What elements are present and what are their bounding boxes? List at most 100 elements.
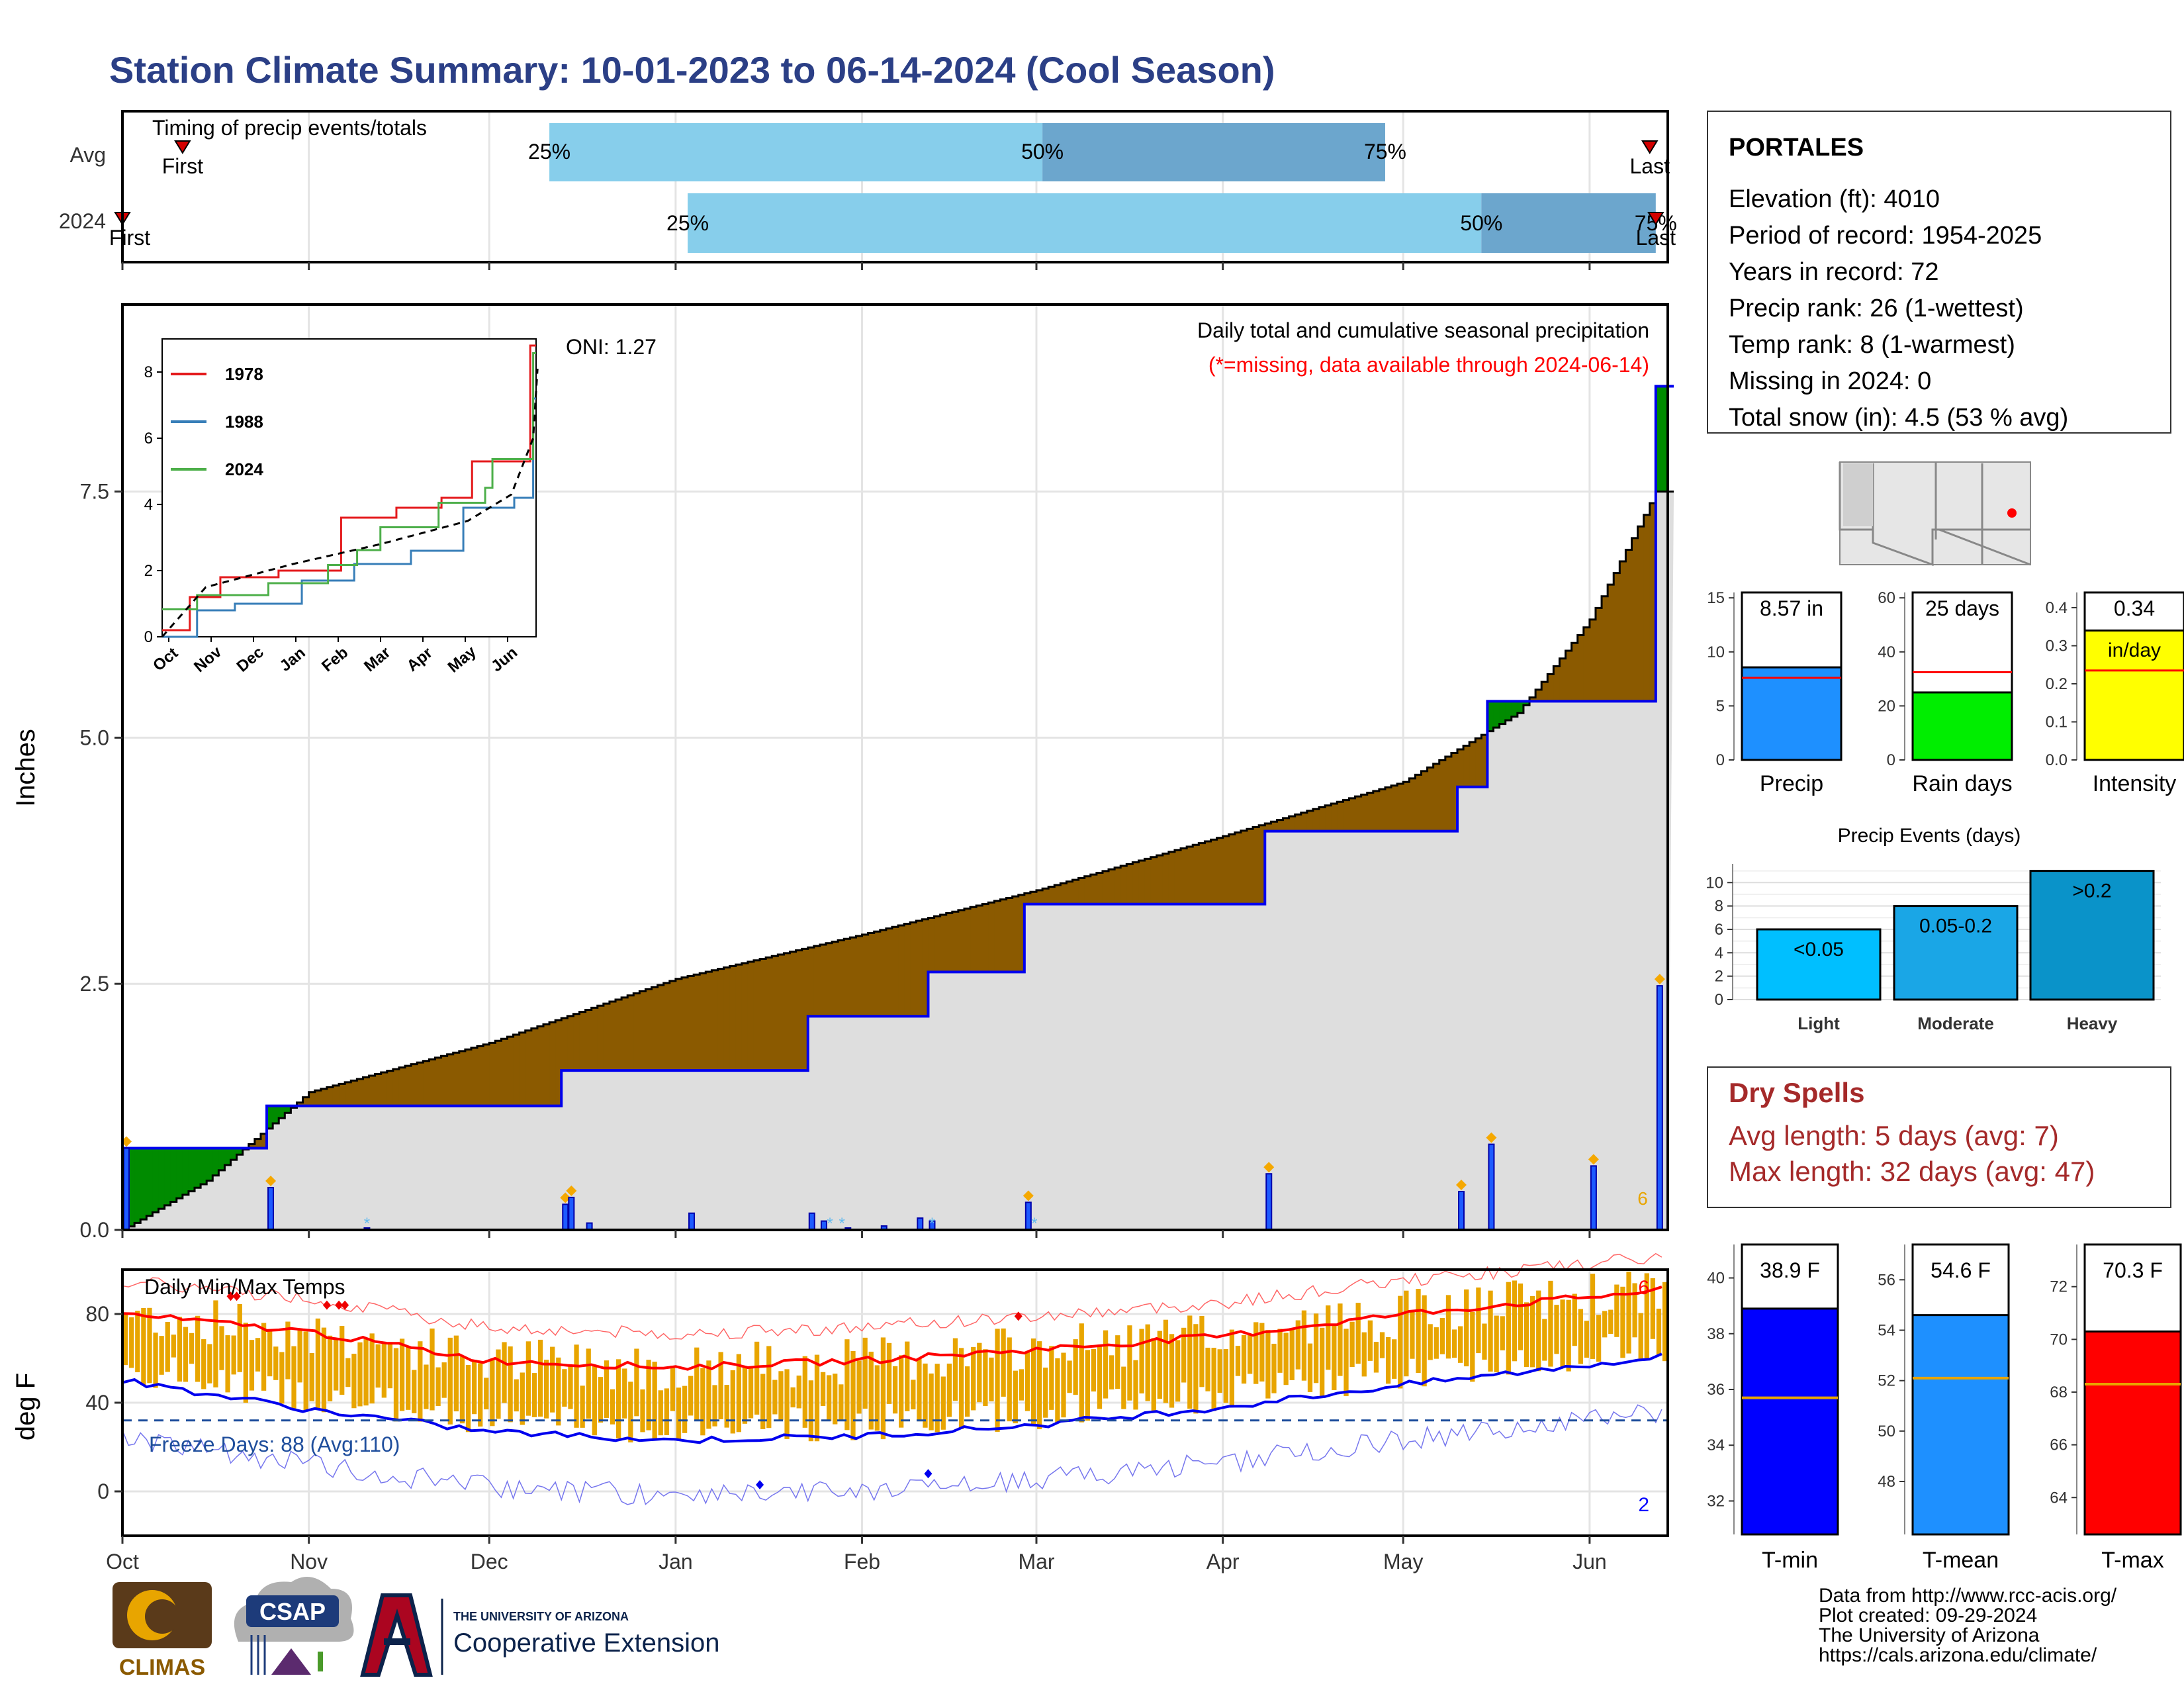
dry-spells-avg: Avg length: 5 days (avg: 7) xyxy=(1729,1120,2059,1151)
daily-precip-bar xyxy=(1265,1173,1273,1231)
daily-temp-range-bar xyxy=(1638,1313,1643,1360)
deficit-area xyxy=(441,1056,448,1106)
timing-avg-first-label: First xyxy=(162,154,203,178)
mini-bar-Rain days xyxy=(1911,691,2013,761)
deficit-area xyxy=(1187,846,1193,904)
deficit-area xyxy=(369,1076,376,1106)
daily-temp-range-bar xyxy=(586,1348,591,1419)
daily-temp-range-bar xyxy=(742,1368,748,1424)
daily-temp-range-bar xyxy=(406,1346,411,1410)
station-line-1: Elevation (ft): 4010 xyxy=(1729,185,1940,213)
daily-temp-range-bar xyxy=(1602,1311,1608,1338)
deficit-area xyxy=(332,1085,340,1106)
surplus-area xyxy=(1487,701,1494,731)
deficit-area xyxy=(1403,782,1410,831)
deficit-area xyxy=(296,1102,304,1106)
daily-temp-range-bar xyxy=(1001,1328,1006,1397)
station-name: PORTALES xyxy=(1729,134,1864,162)
inset-y-tick-label: 0 xyxy=(144,628,153,646)
tbar-y-tick-label: 38 xyxy=(1707,1325,1725,1343)
temp-y-tick-label: 40 xyxy=(85,1391,109,1415)
deficit-area xyxy=(555,1020,562,1106)
timing-2024-last-marker xyxy=(1647,212,1664,226)
events-y-tick-label: 6 xyxy=(1715,921,1723,939)
deficit-area xyxy=(302,1097,310,1106)
surplus-area xyxy=(212,1148,219,1176)
surplus-area xyxy=(236,1148,244,1155)
deficit-area xyxy=(1168,851,1175,904)
deficit-area xyxy=(573,1013,580,1071)
daily-temp-range-bar xyxy=(315,1318,321,1410)
deficit-area xyxy=(1547,674,1554,702)
daily-temp-range-bar xyxy=(568,1366,573,1409)
deficit-area xyxy=(994,901,1001,972)
deficit-area xyxy=(1210,839,1218,904)
daily-temp-range-bar xyxy=(243,1323,248,1403)
deficit-area xyxy=(1271,821,1277,831)
tbar-value: 54.6 F xyxy=(1931,1258,1991,1282)
deficit-area xyxy=(1036,890,1043,904)
daily-temp-range-bar xyxy=(700,1368,705,1436)
deficit-area xyxy=(1138,861,1146,904)
daily-temp-range-bar xyxy=(435,1367,441,1406)
deficit-area xyxy=(1469,742,1476,787)
daily-temp-range-bar xyxy=(766,1346,772,1429)
daily-temp-range-bar xyxy=(1043,1367,1048,1418)
deficit-area xyxy=(1253,827,1259,904)
daily-temp-range-bar xyxy=(537,1339,543,1417)
deficit-area xyxy=(946,913,953,972)
daily-temp-range-bar xyxy=(345,1358,351,1387)
snow-marker: * xyxy=(827,1215,833,1233)
daily-precip-bar xyxy=(1656,985,1663,1231)
deficit-area xyxy=(1451,753,1458,831)
deficit-area xyxy=(1619,561,1626,702)
deficit-area xyxy=(447,1054,454,1106)
deficit-area xyxy=(1625,549,1632,702)
tbar-y-tick-label: 56 xyxy=(1878,1271,1895,1289)
daily-temp-range-bar xyxy=(1536,1290,1541,1372)
daily-temp-range-bar xyxy=(1289,1329,1295,1380)
inset-legend-label: 1978 xyxy=(225,364,263,384)
deficit-area xyxy=(561,1018,568,1071)
deficit-area xyxy=(351,1080,357,1106)
daily-temp-range-bar xyxy=(471,1360,477,1415)
daily-temp-range-bar xyxy=(1271,1343,1277,1393)
timing-2024-p25-label: 25% xyxy=(666,211,709,235)
deficit-area xyxy=(1193,845,1199,904)
daily-temp-range-bar xyxy=(1187,1315,1193,1409)
deficit-area xyxy=(345,1082,351,1106)
deficit-area xyxy=(952,912,959,972)
surplus-area xyxy=(279,1105,285,1119)
daily-temp-range-bar xyxy=(958,1348,964,1429)
daily-temp-range-bar xyxy=(502,1342,507,1403)
daily-temp-range-bar xyxy=(1512,1280,1518,1362)
daily-precip-bar xyxy=(1590,1165,1597,1231)
month-tick-label: Feb xyxy=(844,1550,880,1573)
deficit-area xyxy=(1102,870,1109,904)
events-bar-label: <0.05 xyxy=(1794,939,1844,961)
inset-series-2024 xyxy=(162,352,536,610)
daily-temp-range-bar xyxy=(189,1333,195,1364)
daily-temp-range-bar xyxy=(351,1354,357,1409)
daily-temp-range-bar xyxy=(1662,1282,1668,1362)
deficit-area xyxy=(760,959,766,1071)
daily-temp-range-bar xyxy=(1055,1358,1060,1423)
deficit-area xyxy=(1060,883,1067,904)
deficit-area xyxy=(813,946,821,1017)
station-location-marker xyxy=(2007,508,2017,518)
daily-temp-range-bar xyxy=(165,1322,170,1372)
daily-temp-range-bar xyxy=(363,1338,369,1406)
timing-avg-last-label: Last xyxy=(1630,154,1670,178)
temp-y-label: deg F xyxy=(11,1373,40,1440)
cumulative-base-area xyxy=(122,491,1674,1230)
mini-y-tick-label: 60 xyxy=(1878,589,1895,607)
deficit-area xyxy=(1421,771,1428,831)
daily-temp-range-bar xyxy=(1590,1274,1596,1359)
ua-big-text: Cooperative Extension xyxy=(453,1628,719,1658)
daily-temp-range-bar xyxy=(1073,1339,1078,1395)
deficit-area xyxy=(453,1053,460,1106)
daily-temp-range-bar xyxy=(1205,1347,1210,1391)
station-line-4: Precip rank: 26 (1-wettest) xyxy=(1729,295,2024,322)
daily-temp-range-bar xyxy=(905,1341,910,1411)
